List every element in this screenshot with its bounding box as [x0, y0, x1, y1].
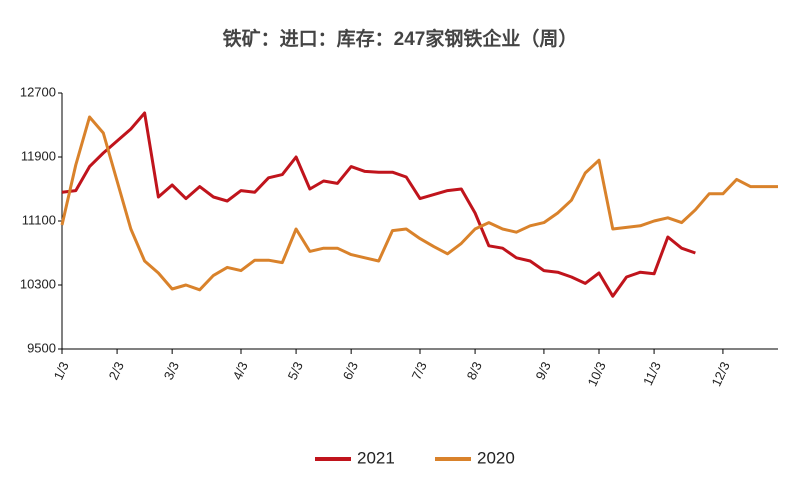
chart-title: 铁矿：进口：库存：247家钢铁企业（周）	[223, 27, 578, 50]
y-tick-label: 11100	[22, 212, 56, 227]
x-tick-label: 3/3	[161, 359, 182, 382]
x-tick-label: 8/3	[464, 359, 485, 382]
x-tick-label: 10/3	[585, 359, 609, 388]
series-line	[60, 115, 778, 292]
x-tick-label: 6/3	[340, 359, 361, 382]
y-tick-label: 11900	[21, 148, 56, 163]
y-tick-label: 12700	[20, 84, 56, 99]
legend-label: 2021	[357, 448, 395, 467]
x-tick-label: 9/3	[533, 359, 554, 382]
x-tick-label: 7/3	[409, 359, 430, 382]
x-tick-label: 11/3	[640, 359, 664, 387]
series-line	[61, 111, 696, 298]
x-tick-label: 1/3	[51, 359, 72, 382]
x-tick-label: 12/3	[708, 359, 732, 388]
x-tick-label: 5/3	[285, 359, 306, 382]
y-tick-label: 9500	[27, 340, 56, 355]
y-tick-label: 10300	[20, 276, 56, 291]
legend-label: 2020	[477, 448, 515, 467]
x-tick-label: 4/3	[230, 359, 251, 382]
x-tick-label: 2/3	[106, 359, 127, 382]
